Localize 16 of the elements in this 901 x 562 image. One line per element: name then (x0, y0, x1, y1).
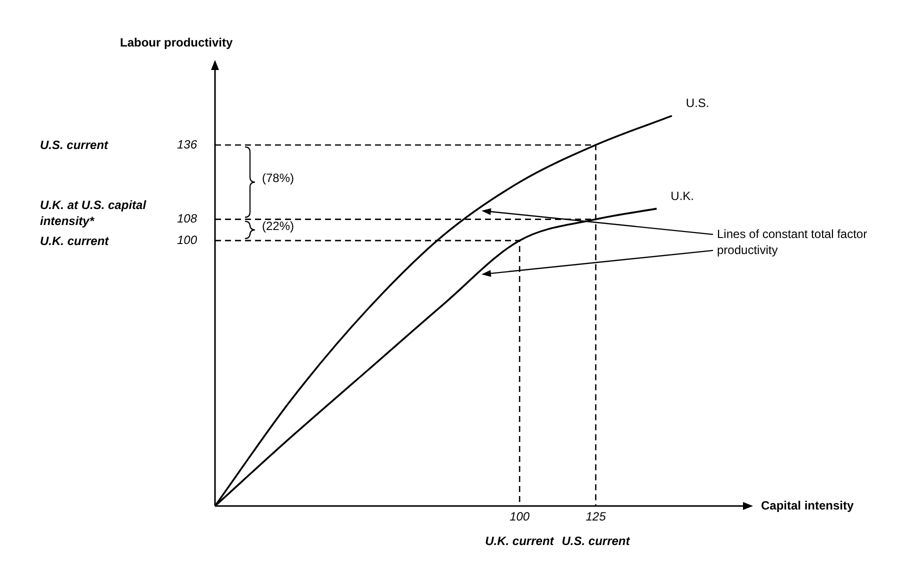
y-tick-label: 108 (176, 212, 198, 226)
x-axis-title: Capital intensity (761, 498, 854, 512)
series-label: U.K. (670, 189, 694, 204)
y-tick-label: 136 (176, 137, 198, 152)
series-label: U.S. (686, 96, 710, 110)
x-tick-label: 125 (586, 510, 606, 524)
annotation: (78%) (262, 171, 294, 186)
text: U.K. at U.S. capital intensity* (40, 197, 148, 230)
text: U.K. current (40, 232, 110, 249)
annotation: (22%) (262, 218, 294, 233)
y-tick-label: 100 (176, 232, 198, 247)
text: U.K. current (485, 534, 554, 548)
text: U.S. current (40, 136, 110, 153)
y-axis-title: Labour productivity (120, 35, 233, 50)
text: U.S. current (562, 534, 630, 548)
annotation: Lines of constant total factor productivity (717, 226, 868, 258)
